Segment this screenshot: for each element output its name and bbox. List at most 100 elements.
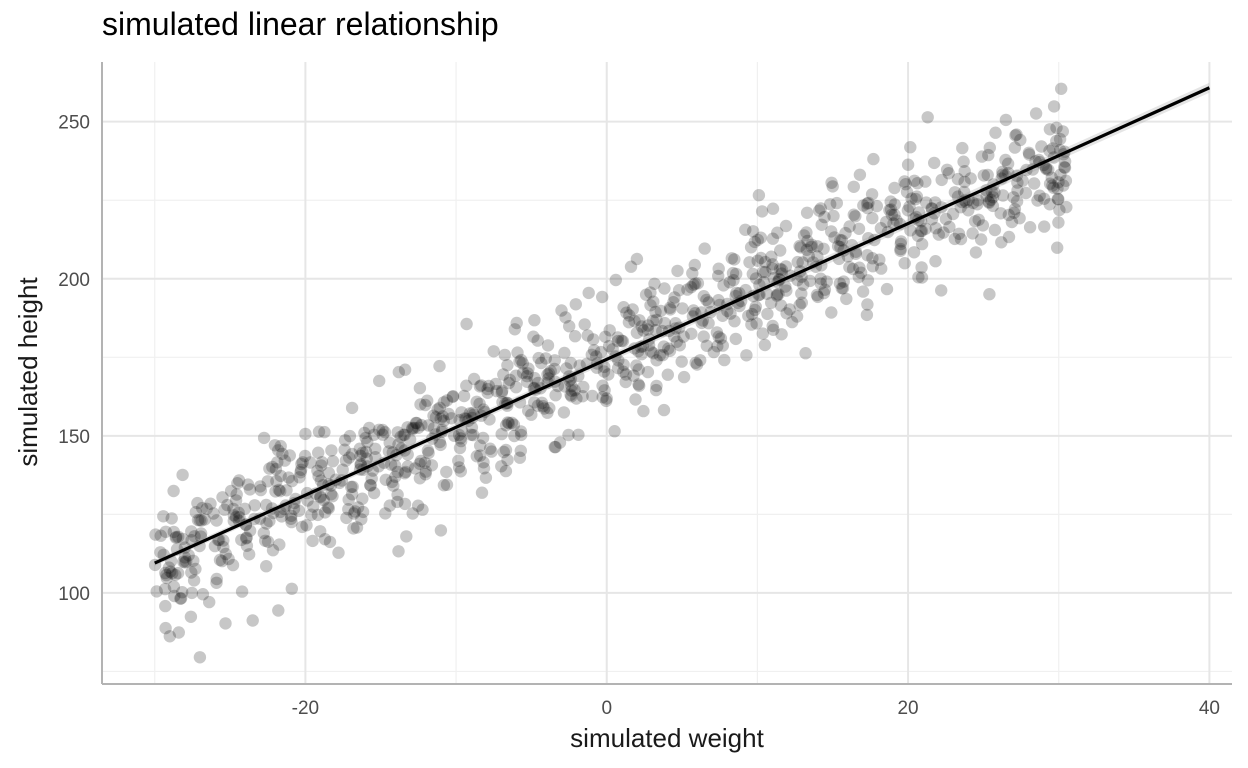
- data-point: [995, 236, 1008, 249]
- data-point: [269, 462, 283, 476]
- data-point: [700, 293, 713, 307]
- data-point: [982, 196, 996, 209]
- data-point: [367, 428, 381, 441]
- data-point: [862, 196, 875, 210]
- data-point: [774, 299, 788, 312]
- data-point: [687, 304, 700, 317]
- data-point: [171, 566, 185, 580]
- data-point: [398, 467, 411, 480]
- data-point: [296, 456, 309, 469]
- data-point: [425, 459, 439, 472]
- data-point: [167, 580, 181, 593]
- data-point: [942, 167, 955, 180]
- data-point: [176, 532, 189, 546]
- data-point: [677, 370, 691, 384]
- y-tick-label: 250: [58, 113, 90, 134]
- data-point: [542, 367, 556, 380]
- data-point: [260, 498, 273, 512]
- data-point: [419, 468, 432, 481]
- data-point: [1057, 179, 1070, 192]
- data-point: [702, 296, 715, 309]
- data-point: [1051, 182, 1064, 195]
- data-point: [733, 299, 746, 313]
- data-point: [516, 357, 529, 370]
- data-point: [733, 287, 746, 300]
- data-point: [688, 258, 701, 272]
- data-point: [908, 174, 921, 187]
- data-point: [725, 252, 738, 265]
- data-point: [207, 507, 220, 520]
- data-point: [305, 508, 318, 521]
- data-point: [910, 190, 924, 203]
- data-point: [285, 474, 299, 488]
- data-point: [413, 381, 427, 395]
- data-point: [391, 488, 404, 501]
- data-point: [298, 449, 312, 463]
- data-point: [353, 442, 366, 455]
- data-point: [369, 451, 382, 464]
- data-point: [514, 444, 527, 457]
- data-point: [757, 276, 771, 289]
- data-point: [569, 298, 582, 311]
- data-point: [783, 303, 796, 316]
- data-point: [962, 204, 975, 217]
- data-point: [273, 538, 286, 551]
- data-point: [350, 521, 364, 534]
- data-point: [261, 535, 275, 548]
- data-point: [391, 465, 404, 479]
- data-point: [849, 210, 862, 223]
- data-point: [898, 175, 911, 188]
- data-point: [1046, 142, 1060, 155]
- data-point: [619, 375, 632, 389]
- data-point: [392, 365, 405, 379]
- data-point: [483, 442, 497, 455]
- data-point: [676, 302, 689, 315]
- data-point: [799, 347, 812, 360]
- data-point: [347, 507, 361, 520]
- data-point: [1019, 186, 1033, 200]
- data-point: [700, 339, 713, 352]
- data-point: [724, 307, 737, 320]
- data-point: [766, 319, 779, 333]
- data-point: [224, 484, 238, 498]
- data-point: [894, 237, 907, 251]
- data-point: [572, 428, 585, 441]
- data-point: [378, 426, 392, 439]
- data-point: [779, 260, 793, 273]
- data-point: [1016, 174, 1029, 187]
- data-point: [314, 474, 328, 487]
- y-tick-label: 100: [58, 584, 90, 605]
- data-point: [522, 362, 535, 375]
- data-point: [515, 353, 528, 367]
- data-point: [259, 534, 272, 547]
- data-point: [1058, 161, 1072, 174]
- data-point: [791, 273, 804, 287]
- data-point: [257, 431, 271, 445]
- data-point: [883, 203, 896, 217]
- data-point: [322, 502, 335, 515]
- data-point: [657, 340, 670, 353]
- data-point: [1042, 163, 1055, 176]
- data-point: [1055, 82, 1068, 96]
- data-point: [818, 283, 832, 296]
- data-point: [490, 384, 503, 398]
- data-point: [1029, 107, 1043, 120]
- data-point: [323, 535, 337, 549]
- data-point: [974, 233, 988, 246]
- data-point: [149, 528, 162, 541]
- data-point: [266, 460, 279, 474]
- data-point: [866, 260, 879, 273]
- data-point: [473, 397, 486, 410]
- data-point: [1052, 176, 1065, 189]
- data-point: [718, 353, 731, 367]
- data-point: [1001, 157, 1015, 170]
- data-point: [408, 462, 422, 475]
- data-point: [391, 495, 404, 509]
- data-point: [888, 198, 901, 211]
- data-point: [176, 468, 189, 482]
- data-point: [779, 219, 793, 233]
- data-point: [712, 262, 725, 275]
- data-point: [975, 150, 989, 163]
- data-point: [434, 438, 447, 452]
- data-point: [1007, 206, 1021, 219]
